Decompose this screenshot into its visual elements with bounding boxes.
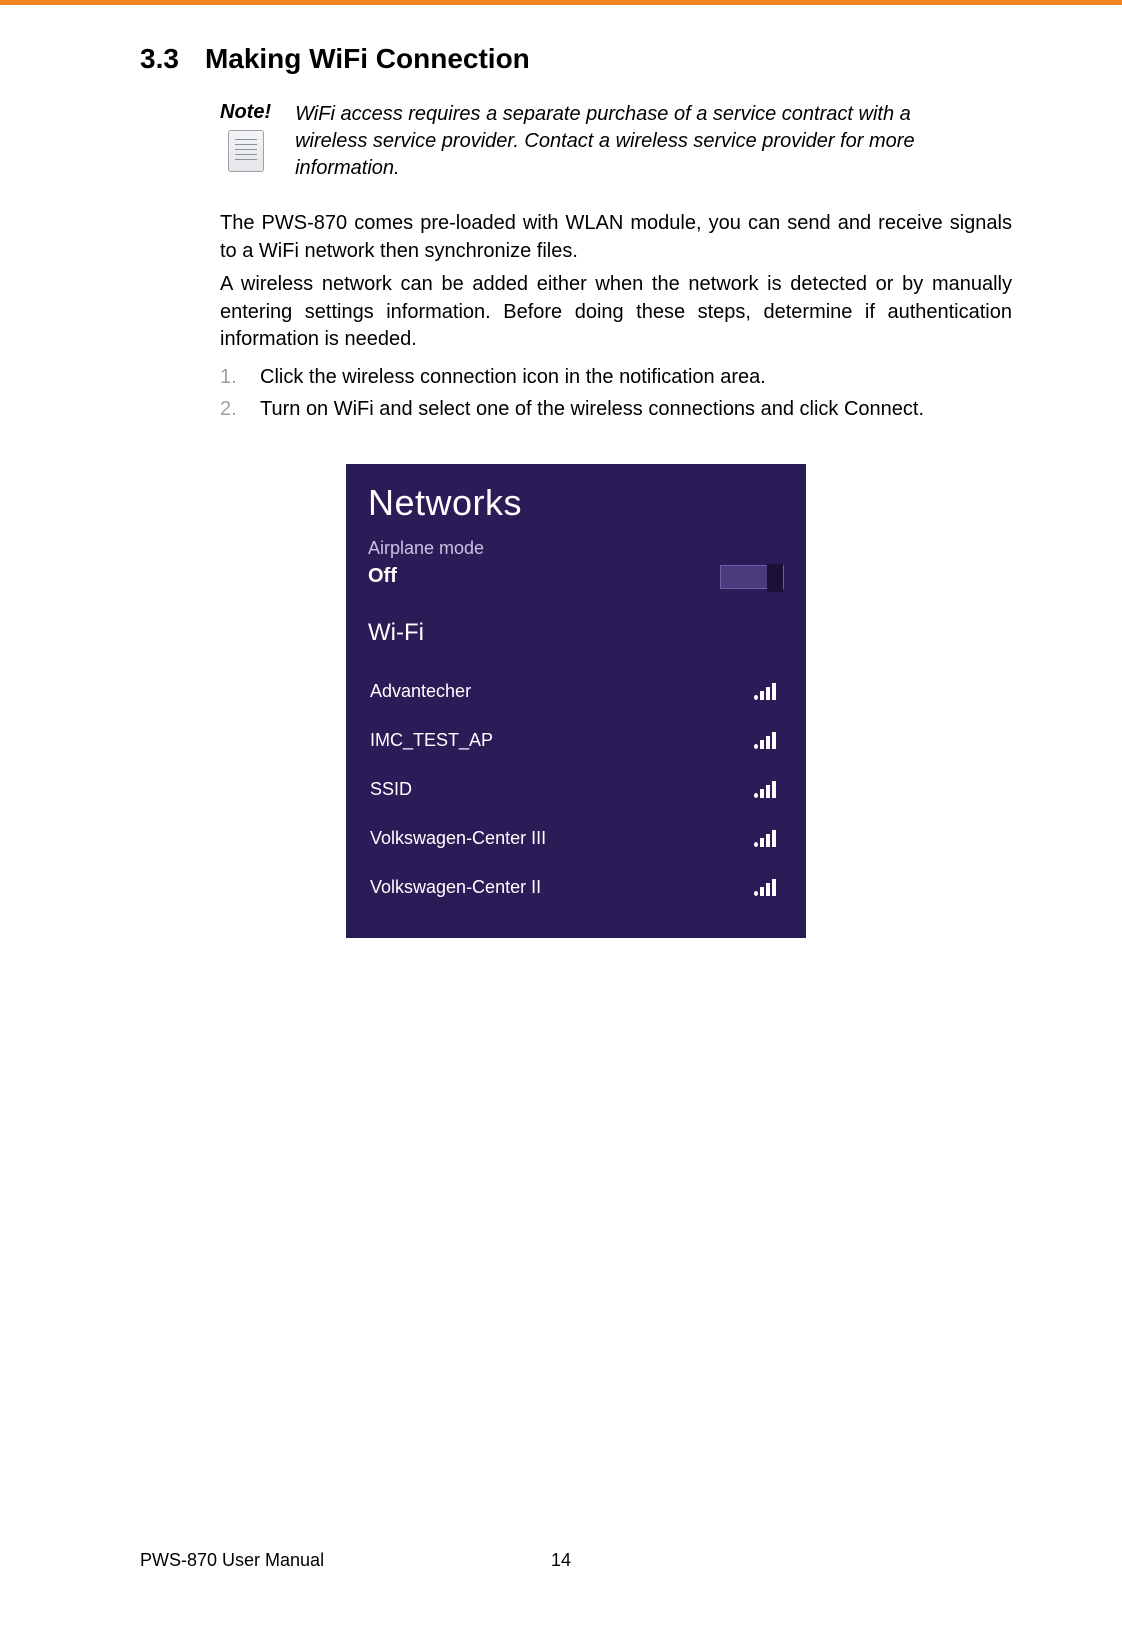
wifi-signal-icon [754,829,782,847]
section-number: 3.3 [140,43,179,75]
page-footer: PWS-870 User Manual 14 [0,1550,1122,1571]
footer-page-number: 14 [551,1550,571,1571]
wifi-section-label: Wi-Fi [368,619,784,647]
airplane-mode-label: Airplane mode [368,538,784,559]
note-document-icon [228,130,264,172]
wifi-signal-icon [754,878,782,896]
wifi-network-item[interactable]: Volkswagen-Center II [368,863,784,912]
wifi-network-item[interactable]: IMC_TEST_AP [368,716,784,765]
section-heading: 3.3 Making WiFi Connection [140,43,1012,75]
note-label: Note! [220,101,271,124]
note-block: Note! WiFi access requires a separate pu… [220,101,1012,182]
step-item: 1. Click the wireless connection icon in… [220,362,1012,392]
step-text: Turn on WiFi and select one of the wirel… [260,394,924,424]
step-number: 2. [220,394,242,424]
airplane-mode-toggle[interactable] [720,565,784,589]
section-title: Making WiFi Connection [205,43,530,74]
airplane-mode-state: Off [368,565,397,588]
wifi-network-item[interactable]: SSID [368,765,784,814]
airplane-mode-row: Off [368,565,784,589]
wifi-signal-icon [754,682,782,700]
wifi-network-name: Advantecher [370,681,471,702]
wifi-network-name: SSID [370,779,412,800]
wifi-network-name: Volkswagen-Center III [370,828,546,849]
note-text: WiFi access requires a separate purchase… [295,101,955,182]
wifi-network-item[interactable]: Volkswagen-Center III [368,814,784,863]
wifi-network-name: IMC_TEST_AP [370,730,493,751]
body-paragraph: The PWS-870 comes pre-loaded with WLAN m… [220,210,1012,265]
step-text: Click the wireless connection icon in th… [260,362,766,392]
footer-doc-title: PWS-870 User Manual [140,1550,324,1571]
step-item: 2. Turn on WiFi and select one of the wi… [220,394,1012,424]
screenshot-container: Networks Airplane mode Off Wi-Fi Advante… [140,464,1012,938]
wifi-network-name: Volkswagen-Center II [370,877,541,898]
ordered-steps: 1. Click the wireless connection icon in… [220,362,1012,424]
step-number: 1. [220,362,242,392]
body-paragraph: A wireless network can be added either w… [220,271,1012,354]
note-left: Note! [220,101,271,172]
wifi-signal-icon [754,731,782,749]
page-content: 3.3 Making WiFi Connection Note! WiFi acc… [0,5,1122,938]
networks-panel: Networks Airplane mode Off Wi-Fi Advante… [346,464,806,938]
wifi-signal-icon [754,780,782,798]
panel-title: Networks [368,482,784,524]
wifi-network-item[interactable]: Advantecher [368,667,784,716]
